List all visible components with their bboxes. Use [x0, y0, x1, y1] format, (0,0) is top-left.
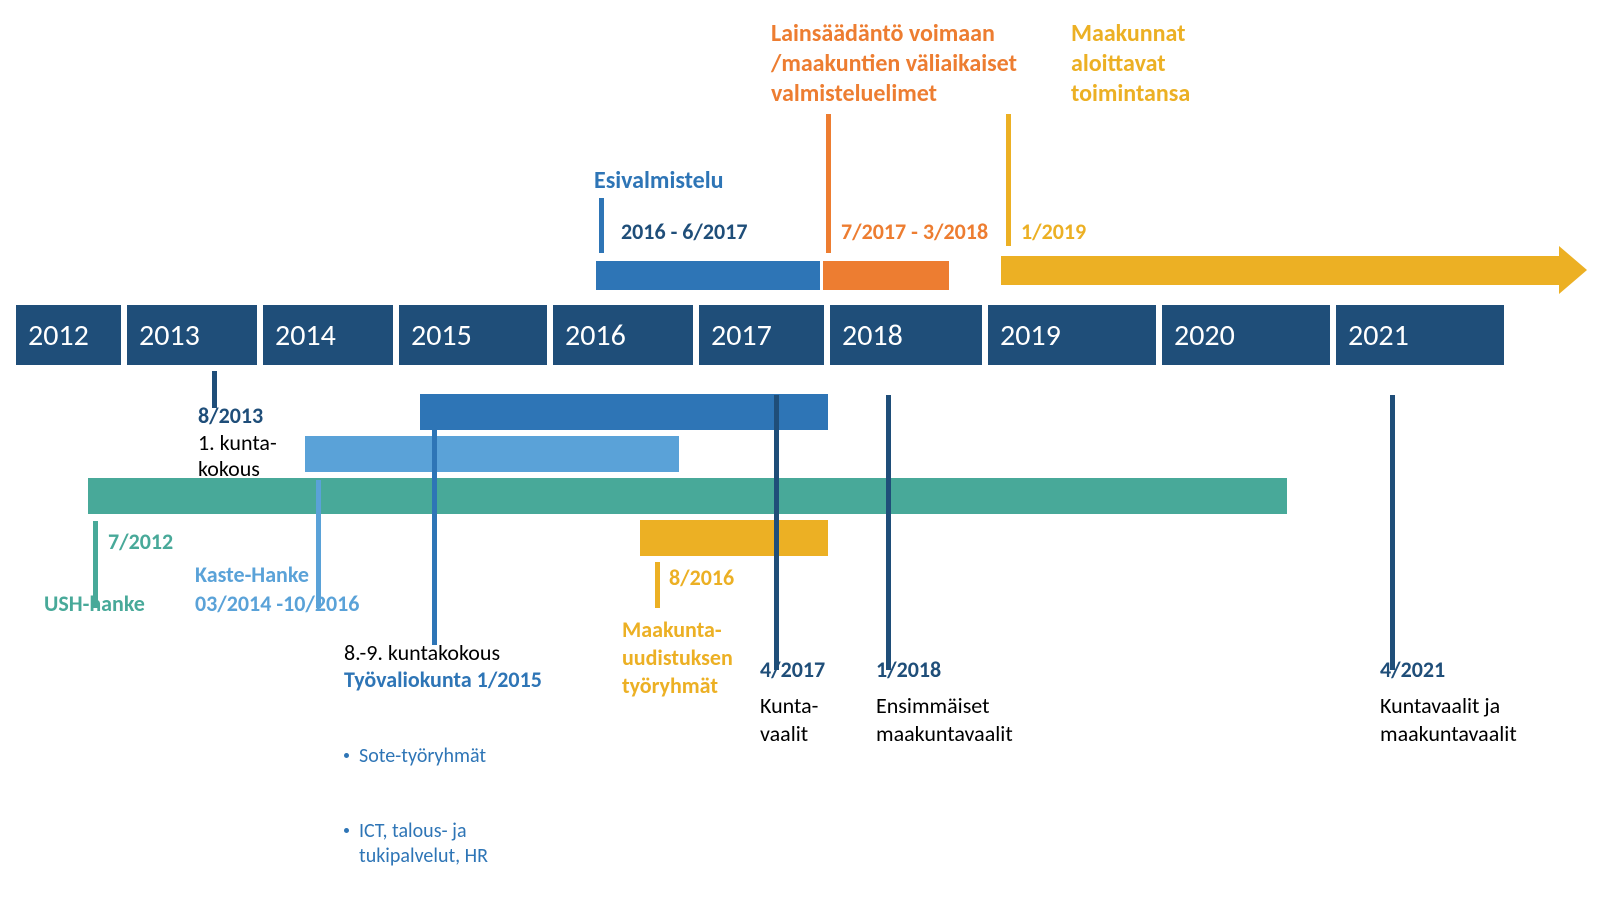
- tyovaliokunta-bullets: Sote-työryhmät ICT, talous- ja tukipalve…: [344, 694, 488, 919]
- ush-bar: [88, 478, 1287, 514]
- bullet-item: Sote-työryhmät: [344, 744, 488, 769]
- maakunnat-title: Maakunnat aloittavat toimintansa: [1071, 19, 1190, 109]
- esivalmistelu-dates: 2016 - 6/2017: [621, 218, 748, 245]
- lainsaadanto-title: Lainsäädäntö voimaan /maakuntien väliaik…: [771, 19, 1017, 109]
- year-box-2020: 2020: [1162, 305, 1330, 365]
- tyovaliokunta-title: Työvaliokunta 1/2015: [344, 666, 542, 693]
- year-box-2015: 2015: [399, 305, 547, 365]
- esivalmistelu-bar: [596, 261, 820, 290]
- year-box-2018: 2018: [830, 305, 982, 365]
- maakunta-tyoryhmat-date: 8/2016: [669, 564, 734, 591]
- kaste-dates: 03/2014 -10/2016: [195, 590, 359, 617]
- maakuntavaalit-2018-text: Ensimmäiset maakuntavaalit: [876, 692, 1013, 748]
- kuntavaalit-2017-date: 4/2017: [760, 656, 825, 683]
- kaste-title: Kaste-Hanke: [195, 561, 309, 588]
- year-box-2021: 2021: [1336, 305, 1504, 365]
- lainsaadanto-marker: [826, 114, 831, 253]
- ush-date: 7/2012: [108, 528, 173, 555]
- lainsaadanto-dates: 7/2017 - 3/2018: [841, 218, 988, 245]
- timeline-chart: 2012201320142015201620172018201920202021…: [0, 0, 1608, 810]
- bullet-item: ICT, talous- ja tukipalvelut, HR: [344, 819, 488, 869]
- maakunta-tyoryhmat-text: Maakunta- uudistuksen työryhmät: [622, 616, 733, 700]
- year-box-2014: 2014: [263, 305, 393, 365]
- maakunnat-dates: 1/2019: [1021, 218, 1086, 245]
- year-box-2017: 2017: [699, 305, 824, 365]
- maakunta-marker: [655, 562, 660, 608]
- kuntavaalit21-marker: [1390, 395, 1395, 670]
- maakunnat-arrow: [1001, 256, 1559, 285]
- esivalmistelu-title: Esivalmistelu: [594, 166, 724, 195]
- kuntavaalit-2021-date: 4/2021: [1380, 656, 1445, 683]
- year-box-2016: 2016: [553, 305, 693, 365]
- maakunnat-marker: [1006, 114, 1011, 246]
- year-box-2013: 2013: [127, 305, 257, 365]
- esivalmistelu-marker: [599, 198, 604, 253]
- lainsaadanto-bar: [823, 261, 949, 290]
- tyovaliokunta-pre: 8.-9. kuntakokous: [344, 639, 500, 666]
- kuntavaalit17-marker: [774, 395, 779, 670]
- kuntavaalit-2017-text: Kunta- vaalit: [760, 692, 818, 748]
- kaste-marker: [316, 480, 321, 608]
- tyovaliokunta-marker: [432, 395, 437, 645]
- ush-text: USH-hanke: [44, 590, 145, 617]
- kaste-bar: [305, 436, 679, 472]
- year-box-2012: 2012: [16, 305, 121, 365]
- tyovaliokunta-bar: [420, 394, 828, 430]
- year-box-2019: 2019: [988, 305, 1156, 365]
- kuntakokous-text: 1. kunta- kokous: [198, 430, 277, 482]
- maakuntavaalit-2018-date: 1/2018: [876, 656, 941, 683]
- maakunnat-arrow-head: [1559, 246, 1587, 294]
- maakunta-tyoryhmat-bar: [640, 520, 828, 556]
- kuntakokous-date: 8/2013: [198, 402, 263, 429]
- kuntavaalit-2021-text: Kuntavaalit ja maakuntavaalit: [1380, 692, 1517, 748]
- maakuntavaalit18-marker: [886, 395, 891, 670]
